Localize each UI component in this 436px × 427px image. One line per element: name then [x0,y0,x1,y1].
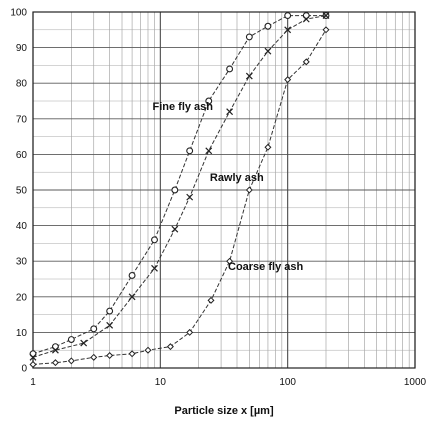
series-layer [29,12,330,368]
y-tick-label: 30 [16,257,28,268]
series-coarse-fly-ash [29,26,330,368]
data-point [171,225,179,233]
data-point [67,357,75,365]
data-point [80,339,88,347]
data-point [144,346,152,354]
data-point [128,271,136,279]
y-tick-label: 80 [16,79,28,90]
data-point [205,147,213,155]
x-tick-label: 1 [30,377,36,388]
data-point [90,353,98,361]
y-tick-label: 10 [16,328,28,339]
series-annotation: Rawly ash [210,172,264,184]
y-tick-label: 0 [21,364,27,375]
data-point [302,58,310,66]
data-point [186,193,194,201]
y-tick-label: 60 [16,150,28,161]
grid [32,11,416,369]
data-point [151,264,158,272]
data-point [51,346,59,354]
data-point [207,296,215,304]
data-point [245,33,253,41]
x-tick-label: 100 [279,377,296,388]
y-tick-label: 50 [16,186,28,197]
data-point [186,147,194,155]
series-annotation: Fine fly ash [152,101,213,113]
data-point [186,328,194,336]
x-tick-label: 1000 [404,377,427,388]
data-point [90,325,98,333]
plot-frame [32,11,416,369]
data-point [151,236,158,244]
series-annotation: Coarse fly ash [228,261,303,273]
series-rawly-ash [29,12,330,361]
series-line [32,29,327,365]
data-point [166,343,174,351]
data-point [106,352,114,360]
data-point [264,143,272,151]
labels: Fine fly ash Rawly ash Coarse fly ash [152,101,303,273]
data-point [171,186,179,194]
data-point [245,186,253,194]
data-point [128,293,136,301]
data-point [322,26,330,34]
data-point [302,15,310,23]
data-point [264,22,272,30]
data-point [205,97,213,105]
x-tick-label: 10 [155,377,167,388]
data-point [284,12,292,20]
data-point [29,360,37,368]
data-point [284,26,292,34]
data-point [226,65,234,73]
series-line [32,15,326,355]
data-point [245,72,253,80]
y-tick-label: 20 [16,292,28,303]
data-point [128,350,136,358]
data-point [51,359,59,367]
series-fine-fly-ash [29,12,330,358]
y-tick-label: 70 [16,114,28,125]
data-point [284,76,292,84]
data-point [106,307,114,315]
data-point [106,321,114,329]
x-axis-title: Particle size x [µm] [174,405,274,417]
y-tick-label: 90 [16,43,28,54]
data-point [264,47,272,55]
data-point [67,336,75,343]
y-tick-label: 40 [16,221,28,232]
data-point [226,257,234,265]
data-point [29,353,37,361]
y-tick-label: 100 [10,8,27,19]
data-point [322,12,330,19]
data-point [226,108,234,116]
